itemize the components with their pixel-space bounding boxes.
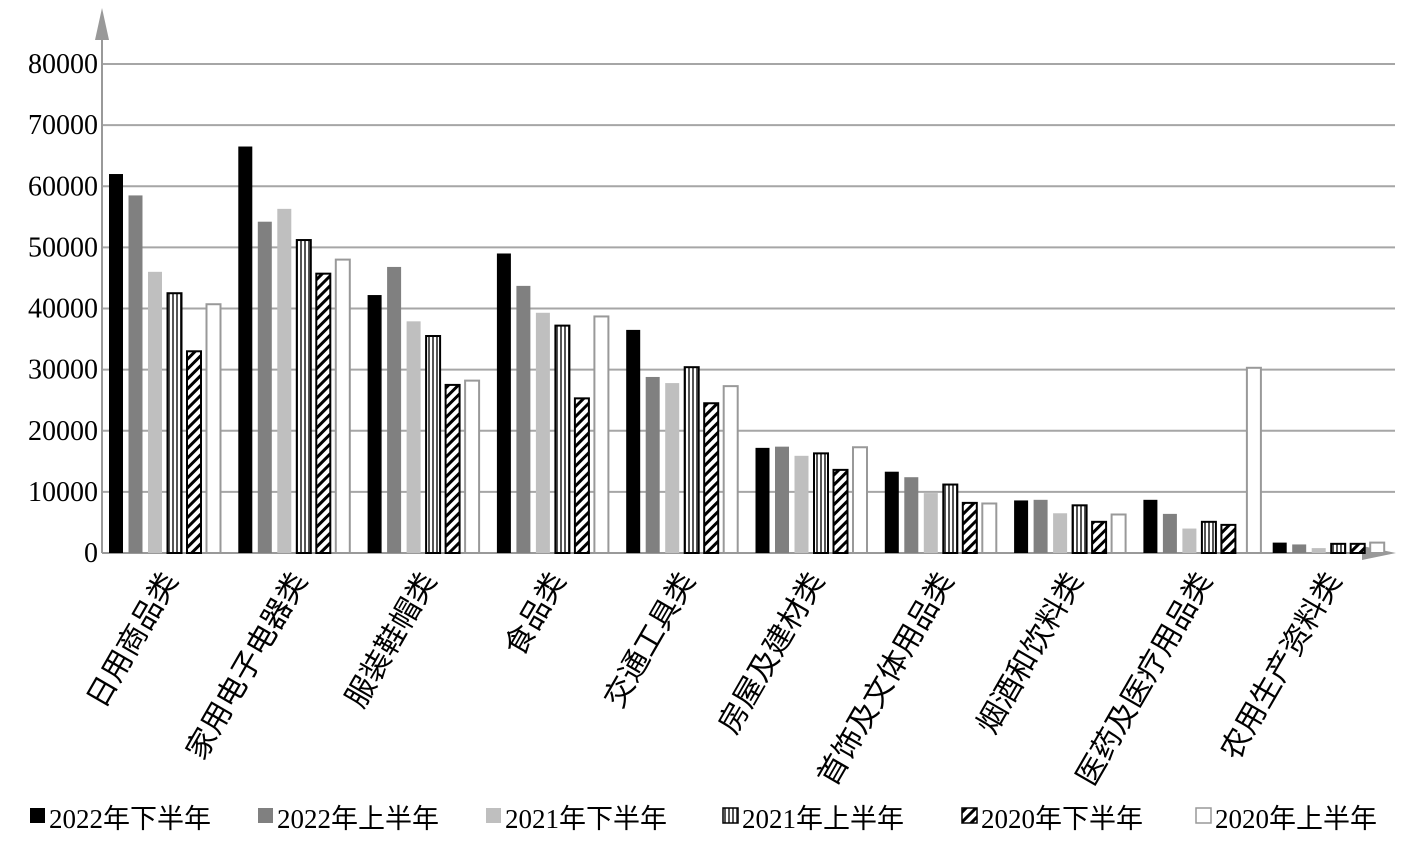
category-label: 服装鞋帽类 [339,567,444,714]
y-tick-label: 70000 [28,110,98,141]
y-tick-label: 20000 [28,416,98,447]
bar [166,292,183,554]
legend-swatch [258,808,273,823]
y-tick-label: 60000 [28,171,98,202]
bar [1369,541,1386,555]
bar [884,471,899,553]
bar [295,239,312,554]
bar [1349,542,1366,554]
bar [1245,366,1262,555]
legend-swatch [30,808,45,823]
bar [516,285,531,553]
bar [1033,499,1048,553]
category-label: 首饰及文体用品类 [811,566,961,791]
bar [775,446,789,553]
bar [406,321,421,553]
y-tick-label: 50000 [28,232,98,263]
y-tick-label: 40000 [28,294,98,325]
bar [1182,528,1197,553]
bar [1110,513,1127,555]
category-labels: 日用商品类家用电子电器类 服装鞋帽类 食品类 交通工具类 房屋及建材类首饰及文体用品类烟… [80,566,1349,791]
bar [1053,513,1068,553]
bar [593,315,610,555]
bar [755,447,770,553]
bar [444,383,461,554]
bar [904,477,919,553]
bar [205,303,222,554]
bar [1143,499,1158,553]
category-label: 烟酒和饮料类 [970,567,1090,740]
legend-swatch [961,807,978,824]
bar [387,266,402,553]
category-label: 交通工具类 [597,567,702,714]
category-label: 食品类 [498,567,573,662]
bar [1272,542,1287,553]
bar [665,383,680,553]
bar [238,146,253,554]
category-label: 农用生产资料类 [1214,567,1349,766]
bar [496,253,511,554]
y-tick-label: 30000 [28,355,98,386]
category-label: 医药及医疗用品类 [1070,567,1220,792]
bar [573,397,590,555]
bar [794,455,809,553]
legend-label: 2022年上半年 [277,804,439,834]
bar [277,208,292,553]
bar [832,468,849,554]
bar [1220,523,1237,555]
bars [109,146,1386,555]
bar [1091,520,1108,554]
bar [961,501,978,555]
y-tick-label: 80000 [28,49,98,80]
bar [703,402,720,554]
bar [464,379,481,554]
y-axis-arrow [95,8,109,40]
bar [852,446,868,554]
bar [367,295,382,553]
bar [186,350,202,554]
legend-label: 2021年上半年 [742,804,904,834]
legend-label: 2021年下半年 [505,804,667,834]
bar [626,329,641,553]
bar [1162,513,1177,553]
legend-swatch [486,808,501,823]
legend-swatch [722,807,739,824]
legend-label: 2022年下半年 [49,804,211,834]
bar [425,335,442,554]
bar [257,221,272,553]
legend-label: 2020年上半年 [1215,804,1377,834]
category-label: 房屋及建材类 [712,567,832,740]
bar [981,502,998,554]
bar [683,366,700,554]
bar [334,258,351,554]
legend-label: 2020年下半年 [981,804,1143,834]
bar [148,271,162,553]
y-tick-label: 10000 [28,477,98,508]
bar [535,312,550,553]
bar [942,483,959,555]
bar [1014,500,1029,553]
bar [645,376,660,553]
category-label: 日用商品类 [80,567,185,714]
bar [1071,504,1088,555]
bar [1311,548,1326,553]
bar [813,452,829,554]
y-tick-label: 0 [84,538,98,569]
bar [1292,544,1307,553]
bar [109,174,123,553]
legend: 2022年下半年 2022年上半年 2021年下半年 2021年上半年 2020年下半年… [30,804,1377,834]
bar [1200,520,1217,554]
bar [554,324,571,554]
legend-swatch [1195,807,1212,824]
bar [315,272,332,554]
bar [128,195,143,553]
bar [1330,542,1347,554]
bar [722,385,739,554]
bar [923,493,938,553]
category-label: 家用电子电器类 [180,567,315,766]
y-tick-labels: 0 10000 20000 30000 40000 50000 60000 70000 8000… [28,49,98,569]
